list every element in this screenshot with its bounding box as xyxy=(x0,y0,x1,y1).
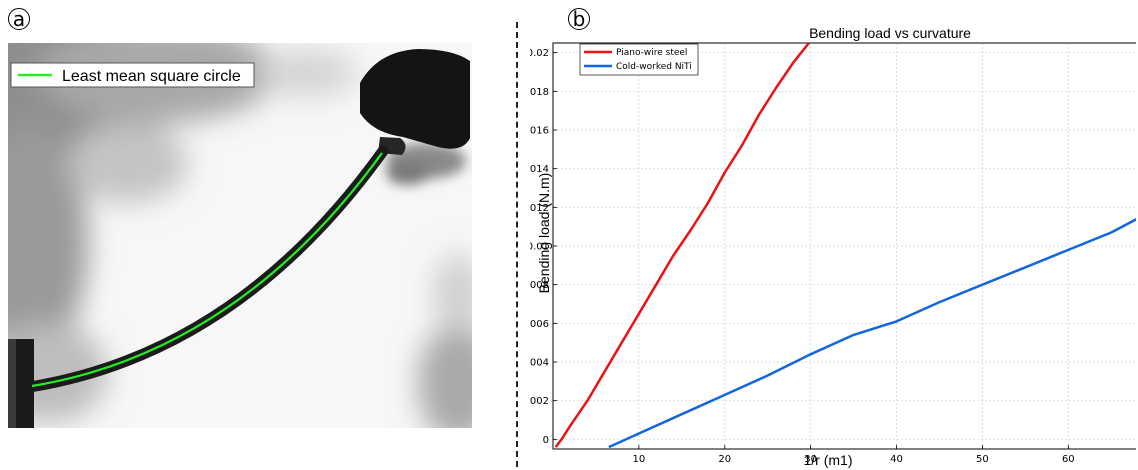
panel-label-a: a xyxy=(8,8,30,30)
x-tick-label: 30 xyxy=(804,454,817,465)
bending-load-chart: Bending load vs curvature 10 20 30 40 50 60 0 0… xyxy=(530,25,1136,468)
y-tick-label: 0.004 xyxy=(530,358,549,369)
wire-bending-photo: Least mean square circle xyxy=(8,43,472,428)
photo-legend-label: Least mean square circle xyxy=(62,68,241,85)
y-tick-label: 0.008 xyxy=(530,280,549,291)
x-tick-label: 40 xyxy=(890,454,903,465)
y-tick-label: 0 xyxy=(543,435,549,446)
legend-box xyxy=(579,43,699,76)
y-tick-label: 0.012 xyxy=(530,203,549,214)
y-axis-label: Bending load (N.m) xyxy=(536,173,552,294)
legend-label-piano-wire: Piano-wire steel xyxy=(616,48,687,58)
y-tick-label: 0.018 xyxy=(530,87,549,98)
x-tick-label: 50 xyxy=(976,454,989,465)
y-tick-label: 0.002 xyxy=(530,396,549,407)
series-line-piano-wire-steel xyxy=(554,42,810,448)
plot-frame xyxy=(552,42,1136,450)
fitted-circle-arc xyxy=(31,152,383,388)
y-tick-label: 0.016 xyxy=(530,126,549,137)
y-tick-label: 0.02 xyxy=(530,48,549,59)
x-tick-label: 10 xyxy=(633,454,646,465)
y-tick-label: 0.006 xyxy=(530,319,549,330)
grid xyxy=(553,43,1136,449)
panel-divider xyxy=(516,22,518,467)
x-axis-label: 1/r (m1) xyxy=(804,452,853,468)
clamp-block-top xyxy=(360,49,470,149)
x-tick-label: 20 xyxy=(718,454,731,465)
y-tick-label: 0.01 xyxy=(530,242,549,253)
series-line-cold-worked-niti xyxy=(608,218,1136,449)
x-tick-label: 60 xyxy=(1062,454,1075,465)
panel-label-b: b xyxy=(568,8,590,30)
chart-title: Bending load vs curvature xyxy=(809,25,971,41)
y-tick-label: 0.014 xyxy=(530,164,549,175)
chart-legend: Piano-wire steel Cold-worked NiTi xyxy=(579,43,699,76)
legend-label-niti: Cold-worked NiTi xyxy=(616,62,692,72)
